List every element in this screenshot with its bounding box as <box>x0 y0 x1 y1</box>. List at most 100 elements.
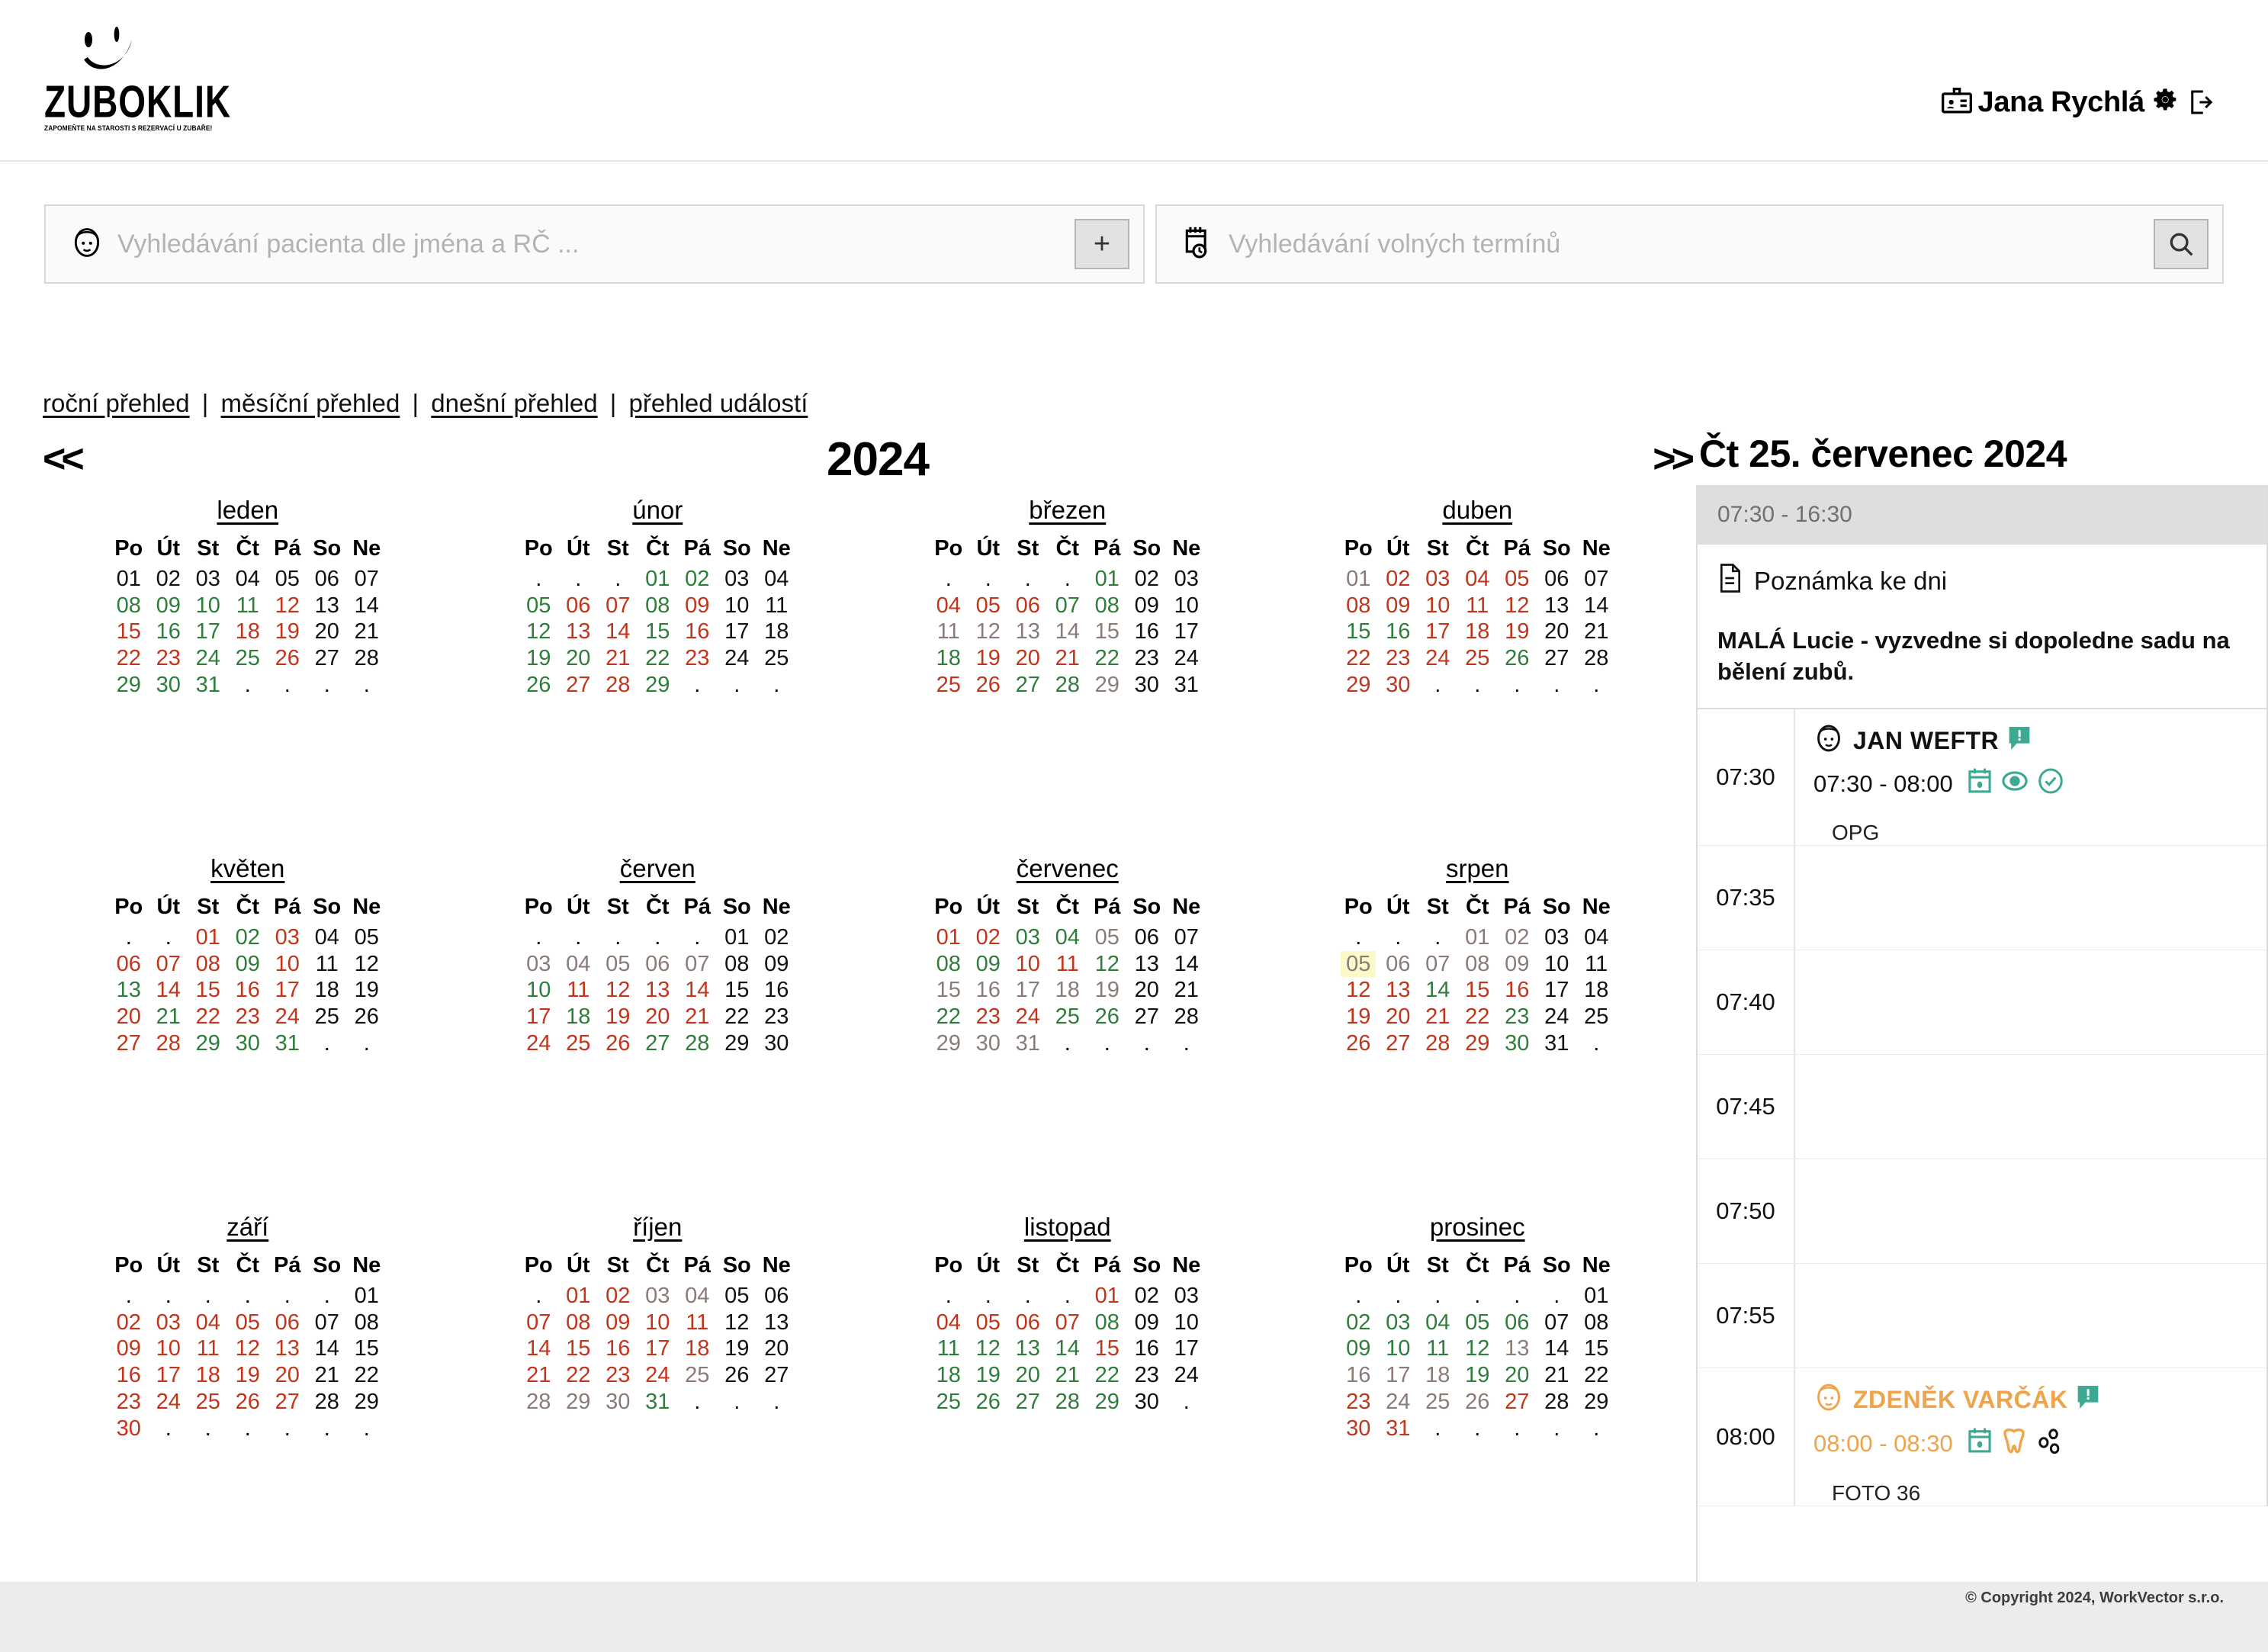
day-cell[interactable]: 27 <box>1544 646 1569 671</box>
day-cell[interactable]: 28 <box>1174 1004 1199 1030</box>
day-cell[interactable]: 31 <box>275 1030 300 1056</box>
day-cell[interactable]: 22 <box>354 1363 379 1388</box>
day-cell[interactable]: 08 <box>1094 1310 1120 1335</box>
eye-icon[interactable] <box>2000 767 2029 801</box>
day-cell[interactable]: 30 <box>975 1030 1001 1056</box>
day-cell[interactable]: 27 <box>314 646 339 671</box>
day-cell[interactable]: 03 <box>724 567 750 591</box>
day-cell[interactable]: 19 <box>354 978 379 1003</box>
nav-link-yearly[interactable]: roční přehled <box>43 389 190 417</box>
day-cell[interactable]: 11 <box>936 619 960 644</box>
day-cell[interactable]: 10 <box>645 1310 670 1335</box>
day-cell[interactable]: 05 <box>354 925 379 950</box>
day-cell[interactable]: 18 <box>936 646 961 671</box>
day-cell[interactable]: 20 <box>645 1004 670 1030</box>
day-cell[interactable]: 26 <box>724 1363 750 1388</box>
day-cell[interactable]: 21 <box>314 1363 339 1388</box>
day-cell[interactable]: 28 <box>685 1030 710 1056</box>
day-cell[interactable]: 23 <box>1505 1004 1530 1030</box>
day-cell[interactable]: 31 <box>1544 1030 1569 1056</box>
day-cell[interactable]: 20 <box>116 1004 141 1030</box>
day-cell[interactable]: 25 <box>685 1363 710 1388</box>
day-cell[interactable]: 13 <box>314 593 339 618</box>
day-cell[interactable]: 09 <box>975 951 1001 976</box>
day-cell[interactable]: 13 <box>116 978 141 1003</box>
day-cell[interactable]: 09 <box>1134 1310 1159 1335</box>
day-cell[interactable]: 24 <box>1174 1363 1199 1388</box>
day-cell[interactable]: 30 <box>235 1030 260 1056</box>
add-patient-button[interactable]: + <box>1075 219 1129 269</box>
day-cell[interactable]: 12 <box>606 978 631 1003</box>
day-cell[interactable]: 22 <box>1346 646 1371 671</box>
day-cell[interactable]: 21 <box>1544 1363 1569 1388</box>
day-cell[interactable]: 19 <box>724 1336 750 1361</box>
day-cell[interactable]: 12 <box>1465 1336 1490 1361</box>
day-cell[interactable]: 09 <box>1346 1336 1371 1361</box>
day-cell[interactable]: 30 <box>1134 1389 1159 1414</box>
day-cell[interactable]: 03 <box>645 1284 670 1308</box>
day-cell[interactable]: 04 <box>764 567 789 591</box>
day-cell[interactable]: 12 <box>354 951 379 976</box>
day-cell[interactable]: 06 <box>1134 925 1159 950</box>
day-cell[interactable]: 03 <box>275 925 300 950</box>
day-cell[interactable]: 28 <box>1055 672 1080 697</box>
day-cell[interactable]: 25 <box>235 646 260 671</box>
appointment-header[interactable]: ZDENĚK VARČÁK <box>1813 1380 2266 1420</box>
day-cell[interactable]: 01 <box>645 567 670 591</box>
month-title[interactable]: květen <box>210 854 285 882</box>
day-cell[interactable]: 07 <box>156 951 181 976</box>
day-cell[interactable]: 22 <box>645 646 670 671</box>
day-cell[interactable]: 24 <box>1425 646 1450 671</box>
day-cell[interactable]: 26 <box>606 1030 631 1056</box>
day-cell[interactable]: 05 <box>1465 1310 1490 1335</box>
day-cell[interactable]: 13 <box>1544 593 1569 618</box>
day-cell[interactable]: 29 <box>1094 672 1120 697</box>
day-cell[interactable]: 24 <box>526 1030 551 1056</box>
day-cell[interactable]: 16 <box>606 1336 631 1361</box>
day-cell[interactable]: 18 <box>1465 619 1490 644</box>
day-cell[interactable]: 16 <box>116 1363 141 1388</box>
day-cell[interactable]: 28 <box>314 1389 339 1414</box>
day-cell[interactable]: 29 <box>1094 1389 1120 1414</box>
day-cell[interactable]: 31 <box>1386 1416 1411 1441</box>
day-cell[interactable]: 11 <box>686 1310 709 1335</box>
day-cell[interactable]: 13 <box>1505 1336 1530 1361</box>
day-cell[interactable]: 10 <box>1386 1336 1411 1361</box>
day-cell[interactable]: 02 <box>685 567 710 591</box>
day-cell[interactable]: 04 <box>566 951 591 976</box>
day-cell[interactable]: 05 <box>606 951 631 976</box>
day-cell[interactable]: 19 <box>606 1004 631 1030</box>
day-cell[interactable]: 13 <box>1015 1336 1040 1361</box>
day-cell[interactable]: 14 <box>526 1336 551 1361</box>
day-cell[interactable]: 19 <box>275 619 300 644</box>
day-cell[interactable]: 15 <box>936 978 961 1003</box>
day-cell[interactable]: 24 <box>724 646 750 671</box>
time-slot-row[interactable]: 07:40 <box>1698 950 2266 1055</box>
day-cell[interactable]: 28 <box>354 646 379 671</box>
day-cell[interactable]: 13 <box>1386 978 1411 1003</box>
day-cell[interactable]: 24 <box>645 1363 670 1388</box>
day-cell[interactable]: 11 <box>196 1336 220 1361</box>
day-cell[interactable]: 18 <box>1055 978 1080 1003</box>
day-cell[interactable]: 15 <box>1346 619 1371 644</box>
day-cell[interactable]: 21 <box>606 646 631 671</box>
day-cell[interactable]: 29 <box>566 1389 591 1414</box>
day-cell[interactable]: 15 <box>1094 1336 1120 1361</box>
check-circle-icon[interactable] <box>2037 767 2064 801</box>
day-cell[interactable]: 30 <box>156 672 181 697</box>
day-cell[interactable]: 09 <box>685 593 710 618</box>
day-cell[interactable]: 06 <box>566 593 591 618</box>
alert-speech-bubble-icon[interactable] <box>2008 725 2031 757</box>
day-cell[interactable]: 20 <box>1544 619 1569 644</box>
day-cell[interactable]: 09 <box>1505 951 1530 976</box>
day-cell[interactable]: 19 <box>975 646 1001 671</box>
day-cell[interactable]: 17 <box>645 1336 670 1361</box>
day-cell[interactable]: 14 <box>354 593 379 618</box>
day-cell[interactable]: 24 <box>195 646 220 671</box>
day-cell[interactable]: 25 <box>1425 1389 1450 1414</box>
day-cell[interactable]: 13 <box>1134 951 1159 976</box>
day-cell[interactable]: 28 <box>156 1030 181 1056</box>
day-cell[interactable]: 20 <box>1386 1004 1411 1030</box>
day-cell[interactable]: 30 <box>606 1389 631 1414</box>
day-cell[interactable]: 26 <box>275 646 300 671</box>
